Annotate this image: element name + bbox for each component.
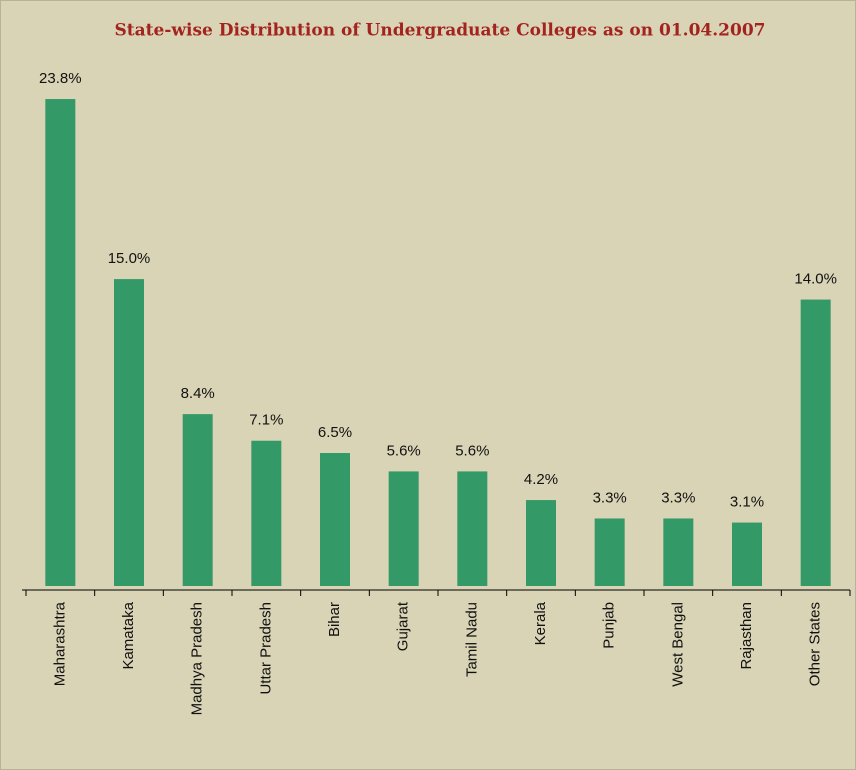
x-tick-label: Gujarat: [395, 601, 412, 651]
x-tick-label: Other States: [807, 602, 824, 686]
x-tick-label: Bihar: [326, 602, 343, 637]
x-tick-label: Rajasthan: [738, 602, 755, 670]
bar: [800, 299, 831, 586]
data-label: 14.0%: [794, 271, 837, 288]
bar: [45, 99, 76, 586]
x-tick-label: Uttar Pradesh: [257, 602, 274, 695]
bar: [320, 453, 350, 586]
bar: [114, 279, 144, 586]
data-label: 15.0%: [108, 250, 151, 267]
data-label: 5.6%: [455, 442, 489, 459]
x-tick-label: Maharashtra: [51, 601, 68, 686]
x-tick-label: Madhya Pradesh: [189, 602, 206, 715]
data-label: 4.2%: [524, 471, 558, 488]
bar: [594, 518, 625, 586]
data-label: 3.1%: [730, 494, 764, 511]
bar: [251, 440, 282, 586]
bar: [526, 500, 556, 586]
bar: [732, 522, 762, 586]
bar: [457, 471, 488, 586]
bar: [663, 518, 694, 586]
bar: [182, 414, 213, 586]
data-label: 3.3%: [661, 489, 695, 506]
data-label: 6.5%: [318, 424, 352, 441]
x-tick-label: Kerala: [532, 601, 549, 645]
data-label: 7.1%: [249, 412, 283, 429]
chart-title: State-wise Distribution of Undergraduate…: [115, 21, 766, 41]
x-tick-label: Tamil Nadu: [463, 602, 480, 677]
data-label: 8.4%: [181, 385, 215, 402]
data-label: 23.8%: [39, 70, 82, 87]
x-tick-label: Kamataka: [120, 601, 137, 669]
x-tick-label: West Bengal: [669, 602, 686, 687]
data-label: 3.3%: [593, 489, 627, 506]
bar: [388, 471, 419, 586]
data-label: 5.6%: [387, 442, 421, 459]
x-tick-label: Punjab: [601, 602, 618, 649]
